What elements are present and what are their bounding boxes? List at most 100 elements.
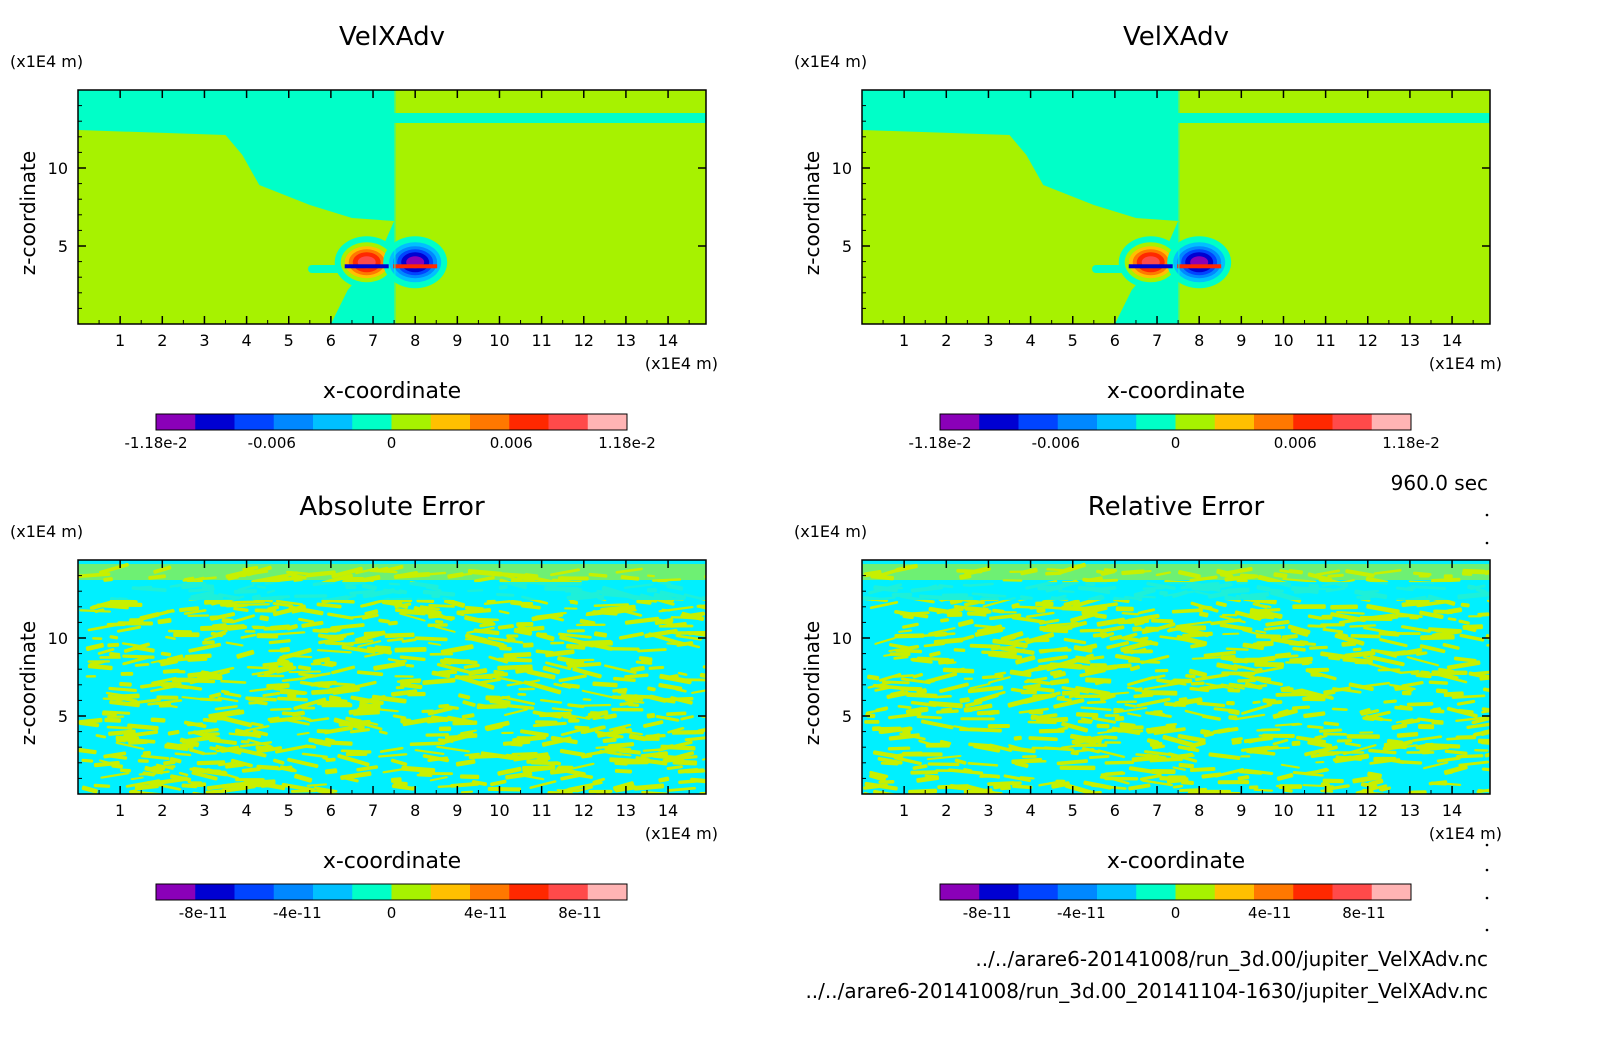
- x-tick-label: 4: [1025, 801, 1035, 820]
- error-streak: [900, 677, 931, 685]
- error-streak: [967, 762, 999, 767]
- error-streak: [468, 668, 488, 676]
- error-streak: [1254, 661, 1285, 668]
- error-streak: [1127, 712, 1142, 717]
- error-streak: [188, 642, 222, 653]
- error-streak: [523, 680, 535, 686]
- error-streak: [1109, 634, 1123, 641]
- error-streak: [691, 687, 706, 694]
- error-streak: [267, 605, 280, 612]
- error-streak: [612, 687, 628, 693]
- error-streak: [1199, 611, 1209, 618]
- error-streak: [1214, 768, 1245, 778]
- error-streak: [949, 783, 969, 791]
- error-streak: [1332, 687, 1362, 694]
- error-streak: [214, 705, 238, 711]
- error-streak: [1486, 597, 1490, 607]
- error-streak: [963, 677, 973, 680]
- error-streak: [232, 746, 267, 758]
- error-streak: [1114, 654, 1141, 662]
- error-streak: [1320, 782, 1331, 788]
- x-tick-label: 6: [1110, 331, 1120, 350]
- error-streak: [894, 633, 925, 639]
- colorbar-segment: [430, 884, 471, 900]
- error-streak: [1474, 748, 1489, 752]
- error-streak: [405, 663, 415, 668]
- error-streak: [1264, 745, 1279, 751]
- colorbar-segment: [1214, 414, 1255, 430]
- error-streak: [1453, 656, 1477, 663]
- x-tick-label: 6: [326, 801, 336, 820]
- error-streak: [1383, 699, 1397, 704]
- colorbar-segment: [1097, 884, 1137, 900]
- error-streak: [541, 736, 572, 747]
- error-streak: [1046, 657, 1080, 672]
- x-tick-label: 2: [157, 801, 167, 820]
- error-streak: [1314, 735, 1323, 740]
- error-streak: [953, 648, 966, 652]
- x-tick-label: 11: [1315, 331, 1335, 350]
- error-streak: [670, 696, 693, 705]
- error-streak: [217, 696, 239, 703]
- error-streak: [125, 779, 161, 788]
- error-streak: [1304, 745, 1338, 757]
- error-streak: [633, 783, 665, 791]
- x-tick-label: 7: [1152, 331, 1162, 350]
- error-streak: [581, 689, 615, 699]
- error-streak: [1410, 672, 1445, 677]
- error-streak: [606, 733, 620, 739]
- error-streak: [1415, 742, 1434, 750]
- error-streak: [1164, 702, 1187, 707]
- error-streak: [387, 658, 400, 663]
- plot-frame: [77, 89, 707, 325]
- error-streak: [910, 770, 939, 775]
- error-streak: [667, 726, 685, 734]
- x-tick-label: 13: [616, 801, 636, 820]
- error-streak: [1164, 679, 1187, 686]
- error-streak: [210, 631, 224, 638]
- x-tick-label: 2: [157, 331, 167, 350]
- error-streak: [1481, 767, 1490, 774]
- colorbar-segment: [1136, 414, 1176, 430]
- error-streak: [147, 699, 183, 706]
- error-streak: [943, 702, 955, 706]
- error-streak: [888, 733, 920, 741]
- error-streak: [580, 640, 603, 647]
- error-streak: [604, 746, 632, 753]
- error-streak: [964, 600, 979, 607]
- error-streak: [557, 765, 574, 770]
- error-streak: [119, 681, 132, 687]
- error-streak: [646, 713, 656, 719]
- x-tick-label: 2: [941, 801, 951, 820]
- error-streak: [107, 715, 125, 718]
- error-streak: [1305, 773, 1324, 777]
- error-streak: [99, 759, 111, 764]
- error-streak: [350, 614, 367, 619]
- error-streak: [281, 717, 310, 726]
- error-streak: [219, 670, 230, 676]
- error-streak: [942, 667, 975, 674]
- error-streak: [223, 691, 242, 698]
- error-streak: [1456, 754, 1484, 759]
- error-streak: [461, 713, 475, 719]
- error-streak: [1228, 708, 1240, 716]
- error-streak: [1049, 678, 1070, 686]
- error-streak: [992, 638, 1014, 646]
- error-streak: [1203, 650, 1236, 658]
- error-streak: [1082, 747, 1100, 754]
- error-streak: [520, 729, 549, 738]
- error-streak: [160, 651, 172, 657]
- error-streak: [581, 753, 593, 759]
- colorbar-tick-label: 1.18e-2: [598, 434, 656, 452]
- x-tick-label: 4: [1025, 331, 1035, 350]
- error-streak: [270, 624, 291, 631]
- error-streak: [1428, 780, 1448, 786]
- error-streak: [1063, 599, 1081, 608]
- error-streak: [1466, 721, 1490, 730]
- error-streak: [311, 688, 338, 695]
- error-streak: [92, 637, 103, 641]
- error-streak: [969, 727, 1002, 733]
- error-streak: [497, 624, 514, 630]
- error-streak: [206, 732, 220, 737]
